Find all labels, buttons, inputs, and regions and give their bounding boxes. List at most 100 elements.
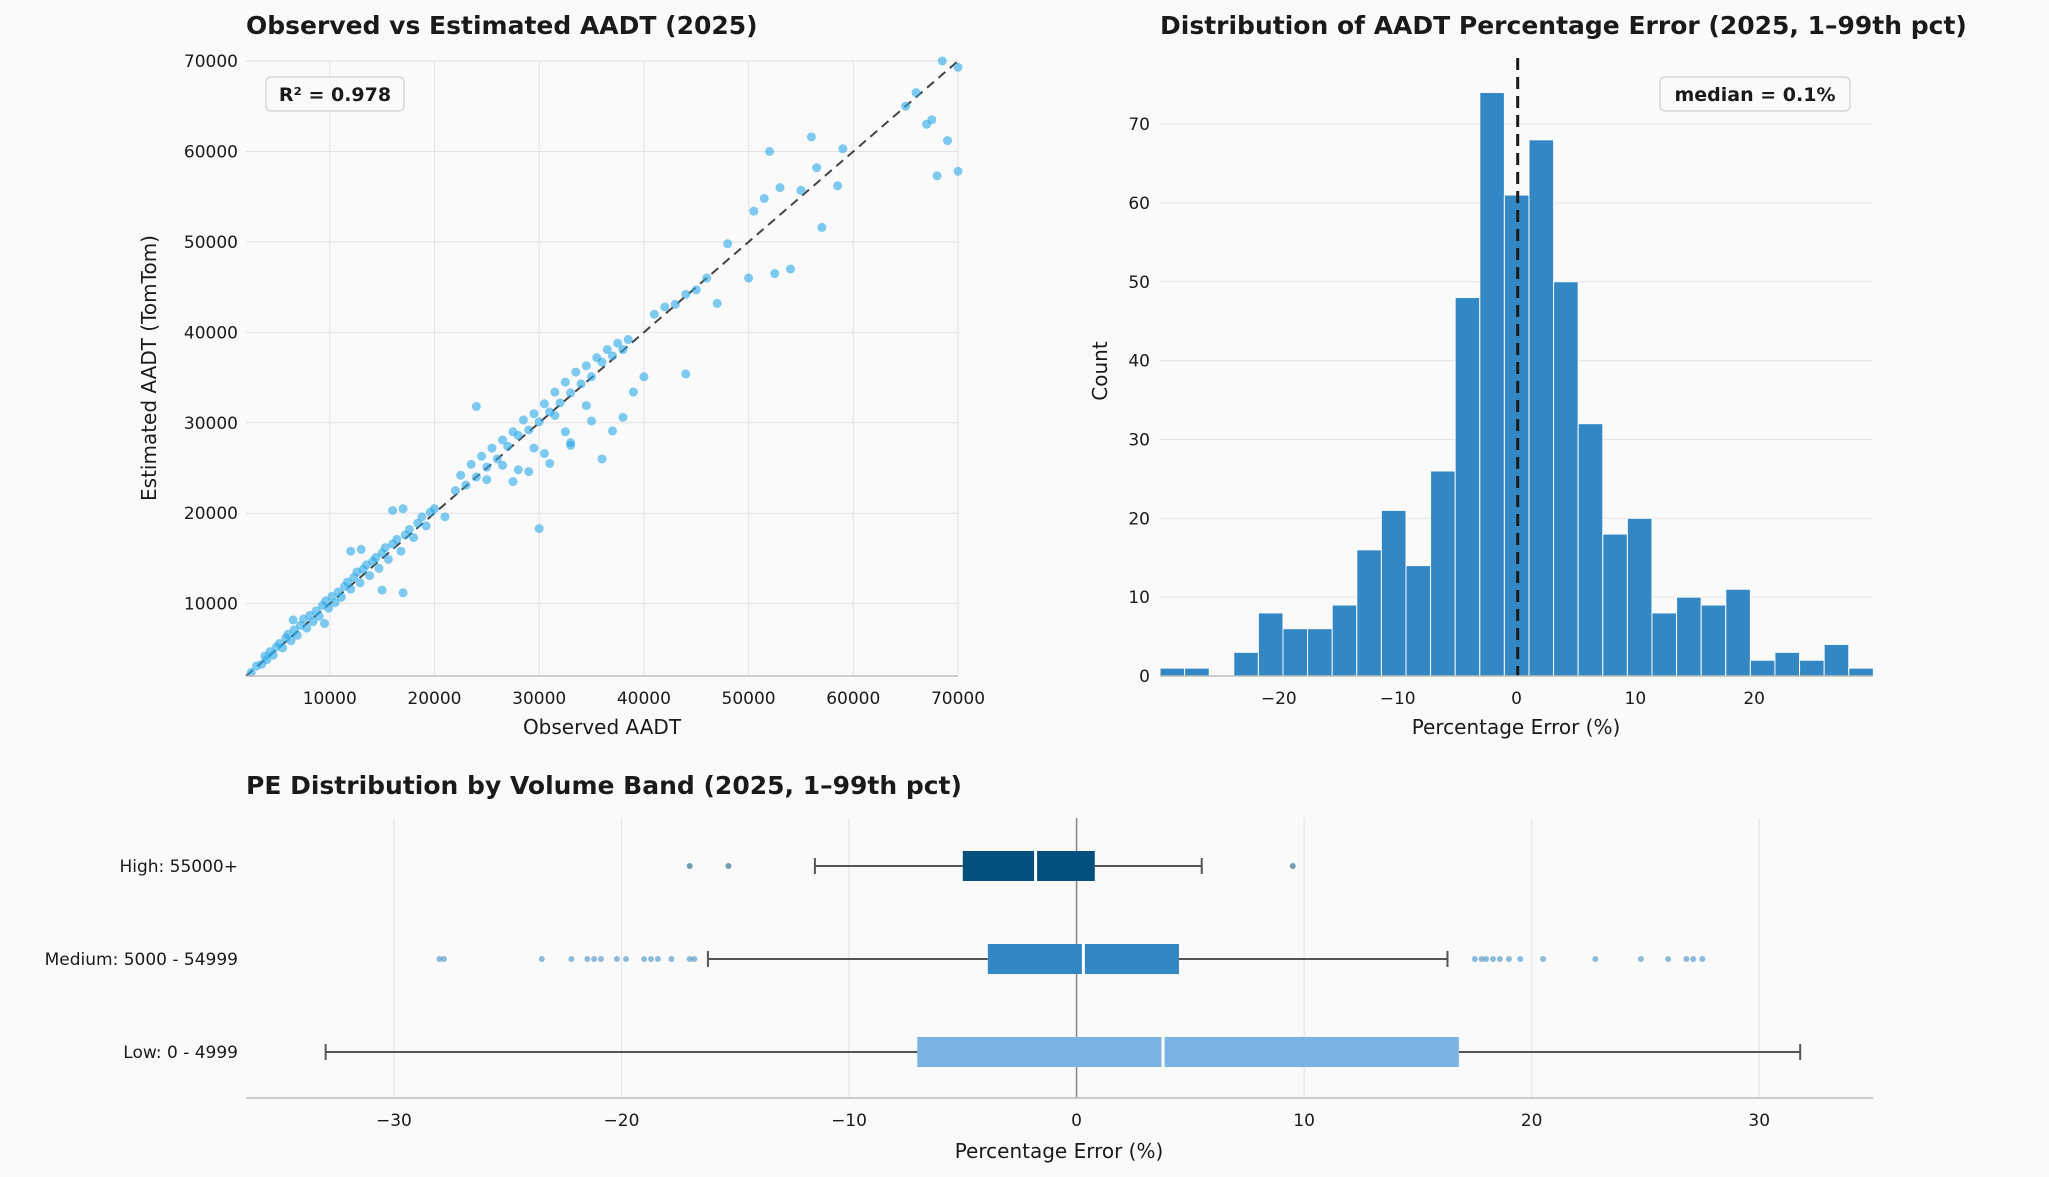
scatter-point: [482, 462, 492, 472]
boxplot-x-tick-label: −20: [604, 1111, 640, 1131]
scatter-point: [380, 543, 390, 553]
boxplot-outlier: [1289, 863, 1296, 869]
scatter-point: [321, 596, 331, 606]
scatter-point: [286, 636, 296, 646]
median-annotation-box: [1659, 76, 1851, 112]
boxplot-outlier: [725, 863, 732, 869]
boxplot-outlier: [1489, 956, 1496, 962]
scatter-title: Observed vs Estimated AADT (2025): [246, 11, 758, 40]
histogram-bar: [1626, 517, 1653, 677]
scatter-point: [628, 387, 638, 397]
scatter-x-tick-label: 60000: [826, 689, 880, 709]
scatter-point: [346, 584, 356, 594]
scatter-point: [429, 504, 439, 514]
boxplot-outlier: [1517, 956, 1524, 962]
scatter-point: [365, 571, 375, 581]
scatter-point: [529, 443, 539, 453]
scatter-point: [581, 401, 591, 411]
boxplot-outlier: [668, 956, 675, 962]
scatter-point: [456, 470, 466, 480]
scatter-point: [308, 617, 318, 627]
histogram-bar: [1405, 565, 1432, 677]
scatter-point: [450, 486, 460, 496]
scatter-point: [943, 136, 953, 146]
scatter-point: [770, 269, 780, 279]
boxplot-x-tick-label: 20: [1521, 1111, 1543, 1131]
boxplot-outlier: [1690, 956, 1697, 962]
histogram-y-tick-label: 30: [1128, 430, 1150, 450]
histogram-bar: [1479, 92, 1505, 677]
histogram-y-tick-label: 70: [1128, 115, 1150, 135]
scatter-point: [681, 289, 691, 299]
scatter-point: [534, 417, 544, 427]
scatter-x-tick-label: 30000: [512, 689, 566, 709]
boxplot-outlier: [1478, 956, 1485, 962]
scatter-point: [660, 302, 670, 312]
histogram-y-tick-label: 40: [1128, 352, 1150, 372]
scatter-point: [524, 425, 534, 435]
histogram-bar: [1602, 533, 1628, 677]
boxplot-outlier: [686, 863, 693, 869]
scatter-point: [371, 553, 381, 563]
scatter-point: [607, 426, 617, 436]
scatter-point: [392, 534, 402, 544]
histogram-bar: [1159, 667, 1186, 677]
scatter-x-tick-label: 40000: [617, 689, 671, 709]
scatter-point: [396, 546, 406, 556]
boxplot-x-tick-label: −30: [376, 1111, 412, 1131]
scatter-point: [539, 399, 549, 409]
scatter-x-tick-label: 20000: [407, 689, 461, 709]
boxplot-outlier: [1471, 956, 1478, 962]
scatter-point: [471, 401, 481, 411]
boxplot-outlier: [538, 956, 545, 962]
scatter-point: [712, 298, 722, 308]
scatter-point: [404, 524, 414, 534]
scatter-point: [806, 132, 816, 142]
boxplot-outlier: [591, 956, 598, 962]
scatter-point: [560, 427, 570, 437]
scatter-point: [775, 183, 785, 193]
scatter-point: [602, 345, 612, 355]
boxplot-outlier: [654, 956, 661, 962]
boxplot-outlier: [1496, 956, 1503, 962]
histogram-bar: [1257, 612, 1284, 677]
histogram-y-tick-label: 50: [1128, 273, 1150, 293]
scatter-point: [566, 388, 576, 398]
scatter-point: [539, 449, 549, 459]
scatter-point: [927, 115, 937, 125]
scatter-point: [343, 577, 353, 587]
scatter-point: [398, 588, 408, 598]
scatter-point: [702, 273, 712, 283]
scatter-point: [374, 563, 384, 573]
median-annotation: median = 0.1%: [1675, 84, 1836, 106]
histogram-bar: [1774, 651, 1801, 677]
scatter-point: [723, 239, 733, 249]
scatter-points: [246, 56, 963, 677]
histogram-bar: [1380, 509, 1407, 677]
histogram-bars: [1159, 92, 1874, 677]
scatter-point: [796, 185, 806, 195]
scatter-point: [398, 504, 408, 514]
scatter-point: [314, 611, 324, 621]
histogram-bar: [1454, 297, 1481, 677]
scatter-point: [953, 166, 963, 176]
boxplot-outlier: [1483, 956, 1490, 962]
scatter-point: [587, 372, 597, 382]
boxplot-outlier: [613, 956, 620, 962]
scatter-reference-line: [245, 60, 959, 677]
boxplot-outlier: [568, 956, 575, 962]
boxplot-x-ticks: −30 −20 −10 0 10 20 30: [376, 1111, 1770, 1131]
histogram-bar: [1307, 628, 1333, 677]
scatter-point: [534, 524, 544, 534]
scatter-y-tick-label: 60000: [184, 142, 238, 162]
scatter-point: [597, 454, 607, 464]
scatter-point: [529, 409, 539, 419]
boxplot-x-label: Percentage Error (%): [955, 1139, 1164, 1163]
scatter-point: [292, 630, 302, 640]
scatter-point: [618, 412, 628, 422]
scatter-point: [587, 416, 597, 426]
histogram-panel: Distribution of AADT Percentage Error (2…: [1088, 11, 1967, 739]
scatter-x-ticks: 10000 20000 30000 40000 50000 60000 70000: [303, 689, 985, 709]
scatter-x-tick-label: 70000: [931, 689, 985, 709]
histogram-bar: [1356, 549, 1382, 677]
